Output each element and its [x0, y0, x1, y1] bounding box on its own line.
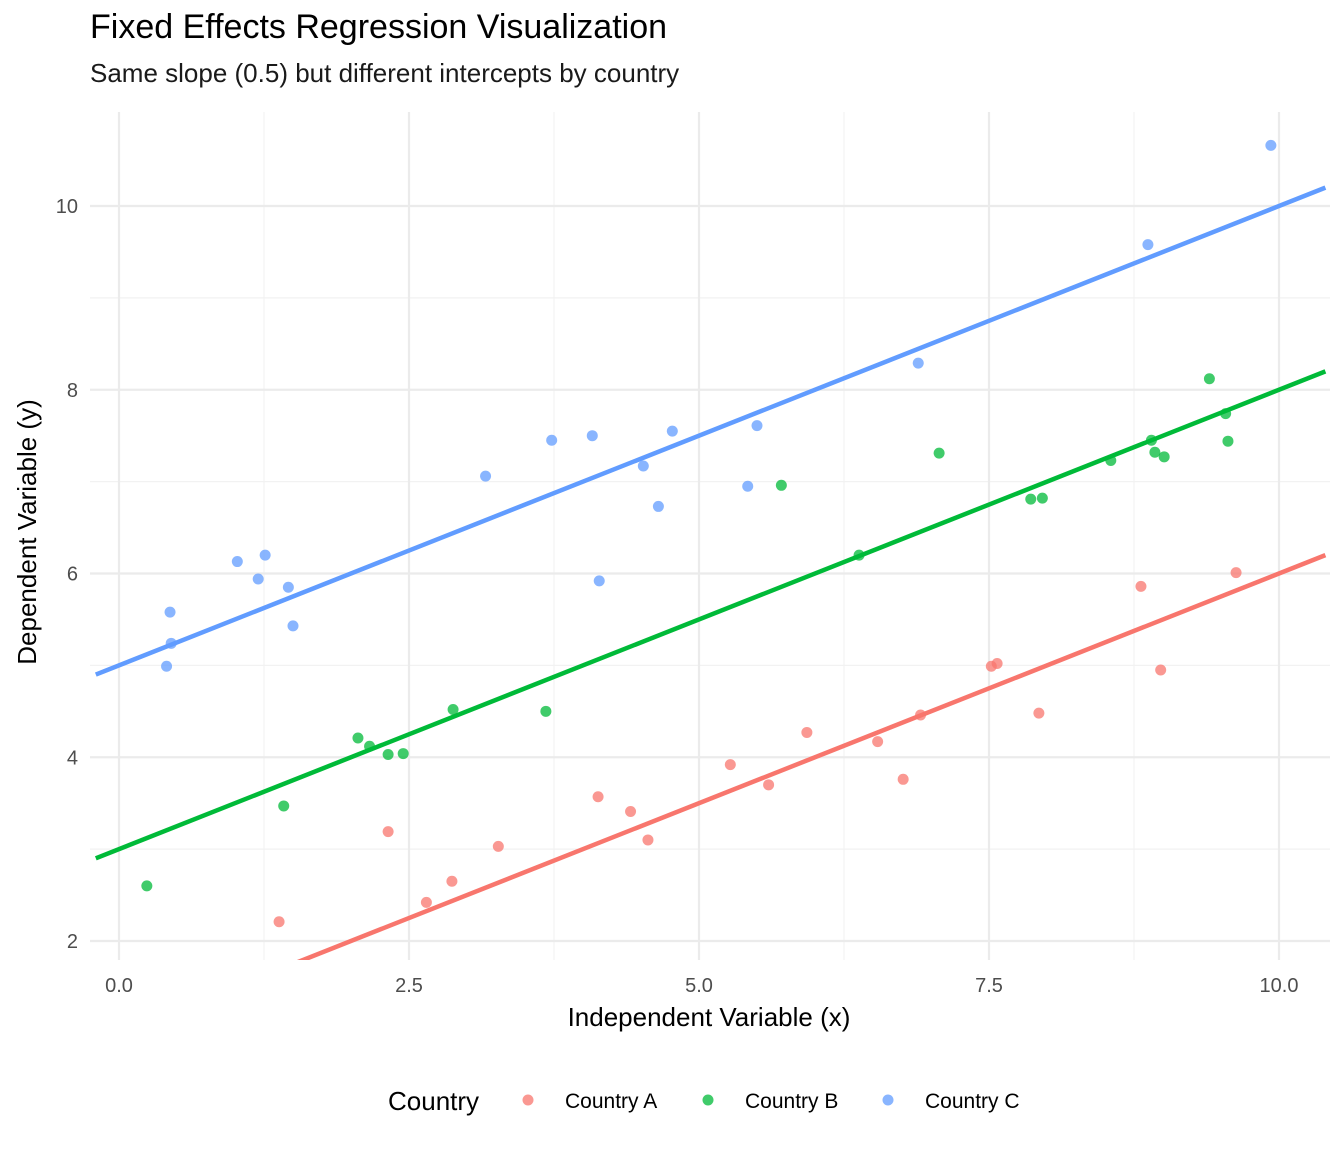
major-gridlines	[90, 112, 1330, 960]
data-point	[751, 420, 763, 432]
data-point	[586, 430, 598, 442]
data-point	[724, 759, 736, 771]
chart-subtitle: Same slope (0.5) but different intercept…	[90, 58, 680, 88]
data-point	[259, 549, 271, 561]
y-tick-label: 6	[67, 564, 78, 586]
data-point	[592, 791, 604, 803]
legend-title: Country	[388, 1086, 479, 1116]
data-point	[872, 736, 884, 748]
data-point	[897, 773, 909, 785]
data-point	[625, 805, 637, 817]
data-point	[287, 620, 299, 632]
x-axis-title: Independent Variable (x)	[568, 1002, 851, 1032]
data-point	[1203, 373, 1215, 385]
data-point	[161, 660, 173, 672]
data-point	[652, 500, 664, 512]
data-point	[420, 896, 432, 908]
data-point	[742, 480, 754, 492]
data-point	[1222, 435, 1234, 447]
data-point	[164, 606, 176, 618]
data-point	[480, 470, 492, 482]
data-point	[642, 834, 654, 846]
regression-lines	[94, 185, 1327, 960]
data-point	[593, 575, 605, 587]
data-point	[1033, 707, 1045, 719]
data-point	[252, 573, 264, 585]
minor-gridlines	[90, 112, 1330, 960]
data-point	[912, 357, 924, 369]
data-point	[1025, 493, 1037, 505]
data-point	[1265, 139, 1277, 151]
data-point	[801, 726, 813, 738]
y-tick-label: 8	[67, 380, 78, 402]
y-tick-label: 4	[67, 747, 78, 769]
data-point	[141, 880, 153, 892]
data-point	[492, 840, 504, 852]
data-point	[382, 748, 394, 760]
legend-key	[882, 1094, 894, 1106]
x-tick-label: 10.0	[1260, 975, 1299, 997]
data-point	[231, 556, 243, 568]
legend: Country Country A Country B Country C	[388, 1086, 1020, 1116]
data-point	[933, 447, 945, 459]
data-point	[397, 748, 409, 760]
data-points	[141, 139, 1277, 928]
data-point	[666, 425, 678, 437]
data-point	[991, 658, 1003, 670]
data-point	[763, 779, 775, 791]
legend-label: Country B	[745, 1090, 838, 1113]
data-point	[1230, 567, 1242, 579]
regression-line	[94, 369, 1327, 861]
data-point	[1036, 492, 1048, 504]
y-tick-label: 10	[56, 196, 78, 218]
legend-key	[702, 1094, 714, 1106]
data-point	[1155, 664, 1167, 676]
data-point	[637, 460, 649, 472]
data-point	[1149, 446, 1161, 458]
chart-title: Fixed Effects Regression Visualization	[90, 8, 668, 46]
y-tick-label: 2	[67, 931, 78, 953]
data-point	[546, 434, 558, 446]
data-point	[273, 916, 285, 928]
data-point	[446, 875, 458, 887]
legend-label: Country C	[925, 1090, 1020, 1113]
data-point	[1135, 580, 1147, 592]
data-point	[278, 800, 290, 812]
data-point	[382, 826, 394, 838]
x-tick-label: 7.5	[975, 975, 1003, 997]
regression-line	[94, 185, 1327, 677]
data-point	[1142, 239, 1154, 251]
data-point	[540, 705, 552, 717]
y-axis-ticks: 2 4 6 8 10	[56, 196, 78, 953]
legend-label: Country A	[565, 1090, 657, 1113]
y-axis-title: Dependent Variable (y)	[12, 399, 42, 664]
x-tick-label: 0.0	[105, 975, 133, 997]
regression-line	[296, 553, 1327, 960]
legend-key	[522, 1094, 534, 1106]
x-tick-label: 2.5	[395, 975, 423, 997]
data-point	[447, 703, 459, 715]
x-tick-label: 5.0	[685, 975, 713, 997]
data-point	[775, 479, 787, 491]
x-axis-ticks: 0.0 2.5 5.0 7.5 10.0	[105, 975, 1298, 997]
data-point	[1158, 451, 1170, 463]
data-point	[282, 581, 294, 593]
data-point	[352, 732, 364, 744]
